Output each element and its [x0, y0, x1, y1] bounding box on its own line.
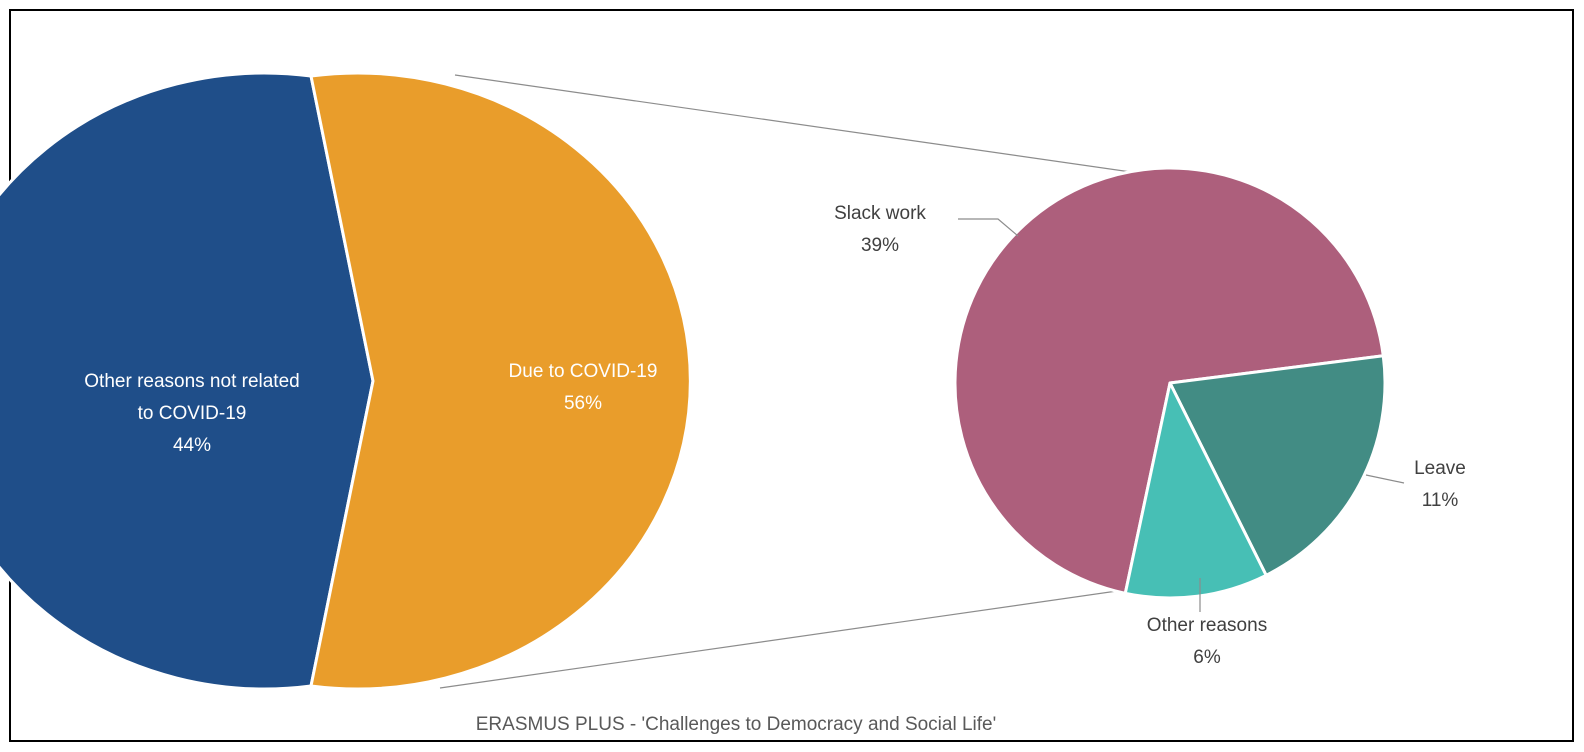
- slice-labels: Other reasons not related to COVID-19 44% D…: [84, 203, 1466, 668]
- slice-other-reasons-not-related-to-covid-19: [0, 71, 375, 691]
- slice-slack-work: [953, 166, 1385, 595]
- main-pie: [0, 71, 692, 691]
- breakdown-pie: [953, 166, 1387, 600]
- label-other-reasons: Other reasons 6%: [1147, 615, 1267, 668]
- label-due-to-covid-19-line: 56%: [564, 393, 602, 414]
- label-due-to-covid-19-line: Due to COVID-19: [509, 361, 658, 382]
- label-other-reasons-not-related-to-covid-19: Other reasons not related to COVID-19 44%: [84, 371, 299, 456]
- connector-line-bottom: [439, 586, 1146, 689]
- slice-other-reasons: [1123, 381, 1268, 600]
- label-other-reasons-not-related-to-covid-19-line: to COVID-19: [138, 403, 247, 424]
- label-due-to-covid-19: Due to COVID-19 56%: [509, 361, 658, 414]
- leader-line-leave: [1365, 474, 1405, 484]
- label-slack-work-line: Slack work: [834, 203, 926, 224]
- leader-line-slack-work: [958, 218, 1019, 237]
- label-slack-work-line: 39%: [861, 235, 899, 256]
- label-other-reasons-not-related-to-covid-19-line: 44%: [173, 435, 211, 456]
- label-leave-line: Leave: [1414, 458, 1466, 479]
- slice-due-to-covid-19: [309, 71, 692, 691]
- label-other-reasons-line: 6%: [1193, 647, 1221, 668]
- label-leave: Leave 11%: [1414, 458, 1466, 511]
- footer-caption: ERASMUS PLUS - 'Challenges to Democracy …: [476, 714, 996, 735]
- connector-line-top: [454, 74, 1174, 179]
- connector-lines: [439, 74, 1174, 689]
- label-slack-work: Slack work 39%: [834, 203, 926, 256]
- label-other-reasons-not-related-to-covid-19-line: Other reasons not related: [84, 371, 299, 392]
- label-other-reasons-line: Other reasons: [1147, 615, 1267, 636]
- label-leave-line: 11%: [1422, 490, 1459, 511]
- slice-leave: [1168, 354, 1387, 577]
